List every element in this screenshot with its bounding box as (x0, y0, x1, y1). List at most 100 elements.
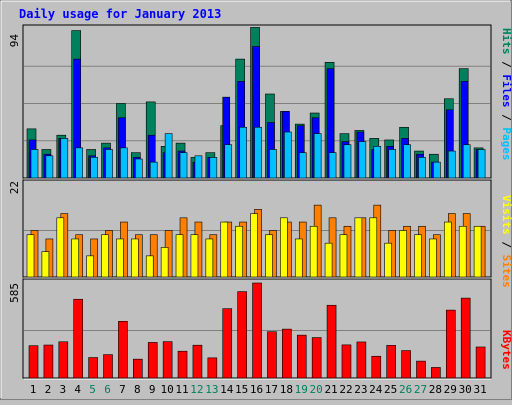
bar-kbytes-day-12 (192, 344, 203, 379)
legend-hits-files-pages: Hits / Files / Pages (500, 28, 512, 161)
x-label-day-8: 8 (134, 383, 141, 396)
bar-pages-day-3 (60, 138, 69, 179)
bar-pages-day-6 (105, 149, 113, 179)
bar-kbytes-day-24 (371, 355, 382, 379)
bar-sites-day-16 (250, 213, 258, 278)
bar-sites-day-1 (26, 234, 35, 278)
bar-pages-day-8 (135, 158, 143, 179)
bar-kbytes-day-18 (282, 328, 292, 379)
bar-kbytes-day-28 (431, 367, 441, 379)
bar-kbytes-day-2 (43, 344, 54, 379)
bar-pages-day-31 (477, 149, 486, 179)
bar-pages-day-10 (164, 133, 173, 179)
bar-pages-day-20 (313, 133, 322, 179)
max-label-kbytes: 585 (8, 283, 21, 303)
x-label-day-12: 12 (190, 383, 203, 396)
bar-pages-day-30 (462, 144, 471, 179)
x-label-day-28: 28 (429, 383, 442, 396)
bar-kbytes-day-25 (386, 345, 396, 379)
max-label-visits: 22 (8, 181, 21, 194)
bar-pages-day-23 (358, 141, 367, 179)
x-label-day-2: 2 (45, 383, 52, 396)
x-label-day-1: 1 (30, 383, 37, 396)
bar-pages-day-12 (194, 155, 203, 179)
bar-pages-day-24 (373, 145, 382, 179)
bar-sites-day-20 (309, 225, 318, 278)
chart-title: Daily usage for January 2013 (19, 7, 221, 21)
x-label-day-25: 25 (384, 383, 397, 396)
x-axis-labels: 1 2 3 4 5 6 7 8 9 10 11 12 13 14 15 16 17 18 19 20 21 22 23 24 2… (30, 383, 487, 396)
legend-sep-2: / (500, 108, 512, 128)
x-label-day-23: 23 (354, 383, 367, 396)
legend-hits: Hits (500, 28, 512, 55)
x-label-day-18: 18 (280, 383, 293, 396)
bar-pages-day-16 (254, 126, 262, 179)
bar-kbytes-day-14 (222, 308, 233, 379)
bar-kbytes-day-15 (237, 291, 247, 379)
bar-kbytes-day-26 (401, 350, 411, 379)
bar-sites-day-13 (205, 238, 214, 278)
bar-pages-day-22 (343, 144, 352, 179)
bar-kbytes-day-5 (88, 357, 98, 379)
bar-kbytes-day-19 (296, 334, 307, 379)
bar-sites-day-31 (473, 225, 482, 278)
bar-pages-day-27 (418, 157, 426, 179)
bar-sites-day-27 (414, 234, 422, 278)
bar-sites-day-4 (71, 238, 80, 278)
bar-kbytes-day-9 (147, 342, 158, 379)
legend-sep-3: / (500, 235, 512, 255)
x-label-day-17: 17 (265, 383, 278, 396)
bar-pages-day-25 (388, 149, 396, 179)
x-label-day-19: 19 (295, 383, 308, 396)
bar-sites-day-25 (384, 242, 392, 278)
x-label-day-6: 6 (104, 383, 111, 396)
bar-sites-day-12 (190, 234, 199, 278)
max-label-hits: 94 (8, 34, 21, 48)
bar-pages-day-4 (75, 147, 84, 179)
bar-sites-day-23 (354, 217, 363, 278)
x-label-day-21: 21 (324, 383, 337, 396)
legend-pages: Pages (500, 127, 512, 160)
bar-pages-day-14 (224, 144, 233, 179)
x-label-day-5: 5 (89, 383, 96, 396)
bar-sites-day-14 (220, 221, 229, 278)
bar-pages-day-28 (433, 161, 441, 179)
bar-kbytes-day-20 (311, 337, 322, 379)
bar-sites-day-18 (280, 217, 288, 278)
bar-pages-day-13 (209, 157, 218, 179)
x-label-day-4: 4 (74, 383, 81, 396)
bar-sites-day-10 (160, 247, 169, 278)
bar-pages-day-26 (403, 144, 411, 179)
bar-kbytes-day-27 (416, 360, 426, 379)
bar-kbytes-day-29 (445, 309, 456, 379)
bar-kbytes-day-13 (207, 357, 218, 379)
bar-sites-day-28 (429, 238, 437, 278)
bar-kbytes-day-31 (475, 346, 486, 379)
x-label-day-22: 22 (339, 383, 352, 396)
bar-sites-day-2 (41, 251, 50, 278)
bar-pages-day-21 (328, 152, 337, 179)
bar-sites-day-19 (294, 238, 303, 278)
x-label-day-29: 29 (444, 383, 457, 396)
bar-sites-day-7 (116, 238, 124, 278)
bar-kbytes-day-11 (177, 350, 188, 379)
bar-sites-day-22 (339, 234, 348, 278)
bar-sites-day-11 (175, 234, 184, 278)
bar-pages-day-15 (239, 126, 247, 179)
bar-sites-day-24 (369, 217, 378, 278)
x-label-day-13: 13 (205, 383, 218, 396)
bar-kbytes-day-30 (460, 297, 471, 379)
x-label-day-20: 20 (310, 383, 323, 396)
bar-kbytes-day-22 (341, 344, 352, 379)
bar-kbytes-day-1 (28, 345, 39, 379)
bars (26, 27, 486, 379)
x-label-day-10: 10 (161, 383, 174, 396)
bar-kbytes-day-7 (118, 321, 128, 379)
bar-kbytes-day-16 (252, 282, 262, 379)
bar-pages-day-1 (30, 149, 39, 179)
x-label-day-27: 27 (414, 383, 427, 396)
legend-visits-sites: Visits / Sites (500, 195, 512, 288)
bar-sites-day-26 (399, 230, 407, 278)
bar-pages-day-5 (90, 157, 98, 179)
x-label-day-7: 7 (119, 383, 126, 396)
